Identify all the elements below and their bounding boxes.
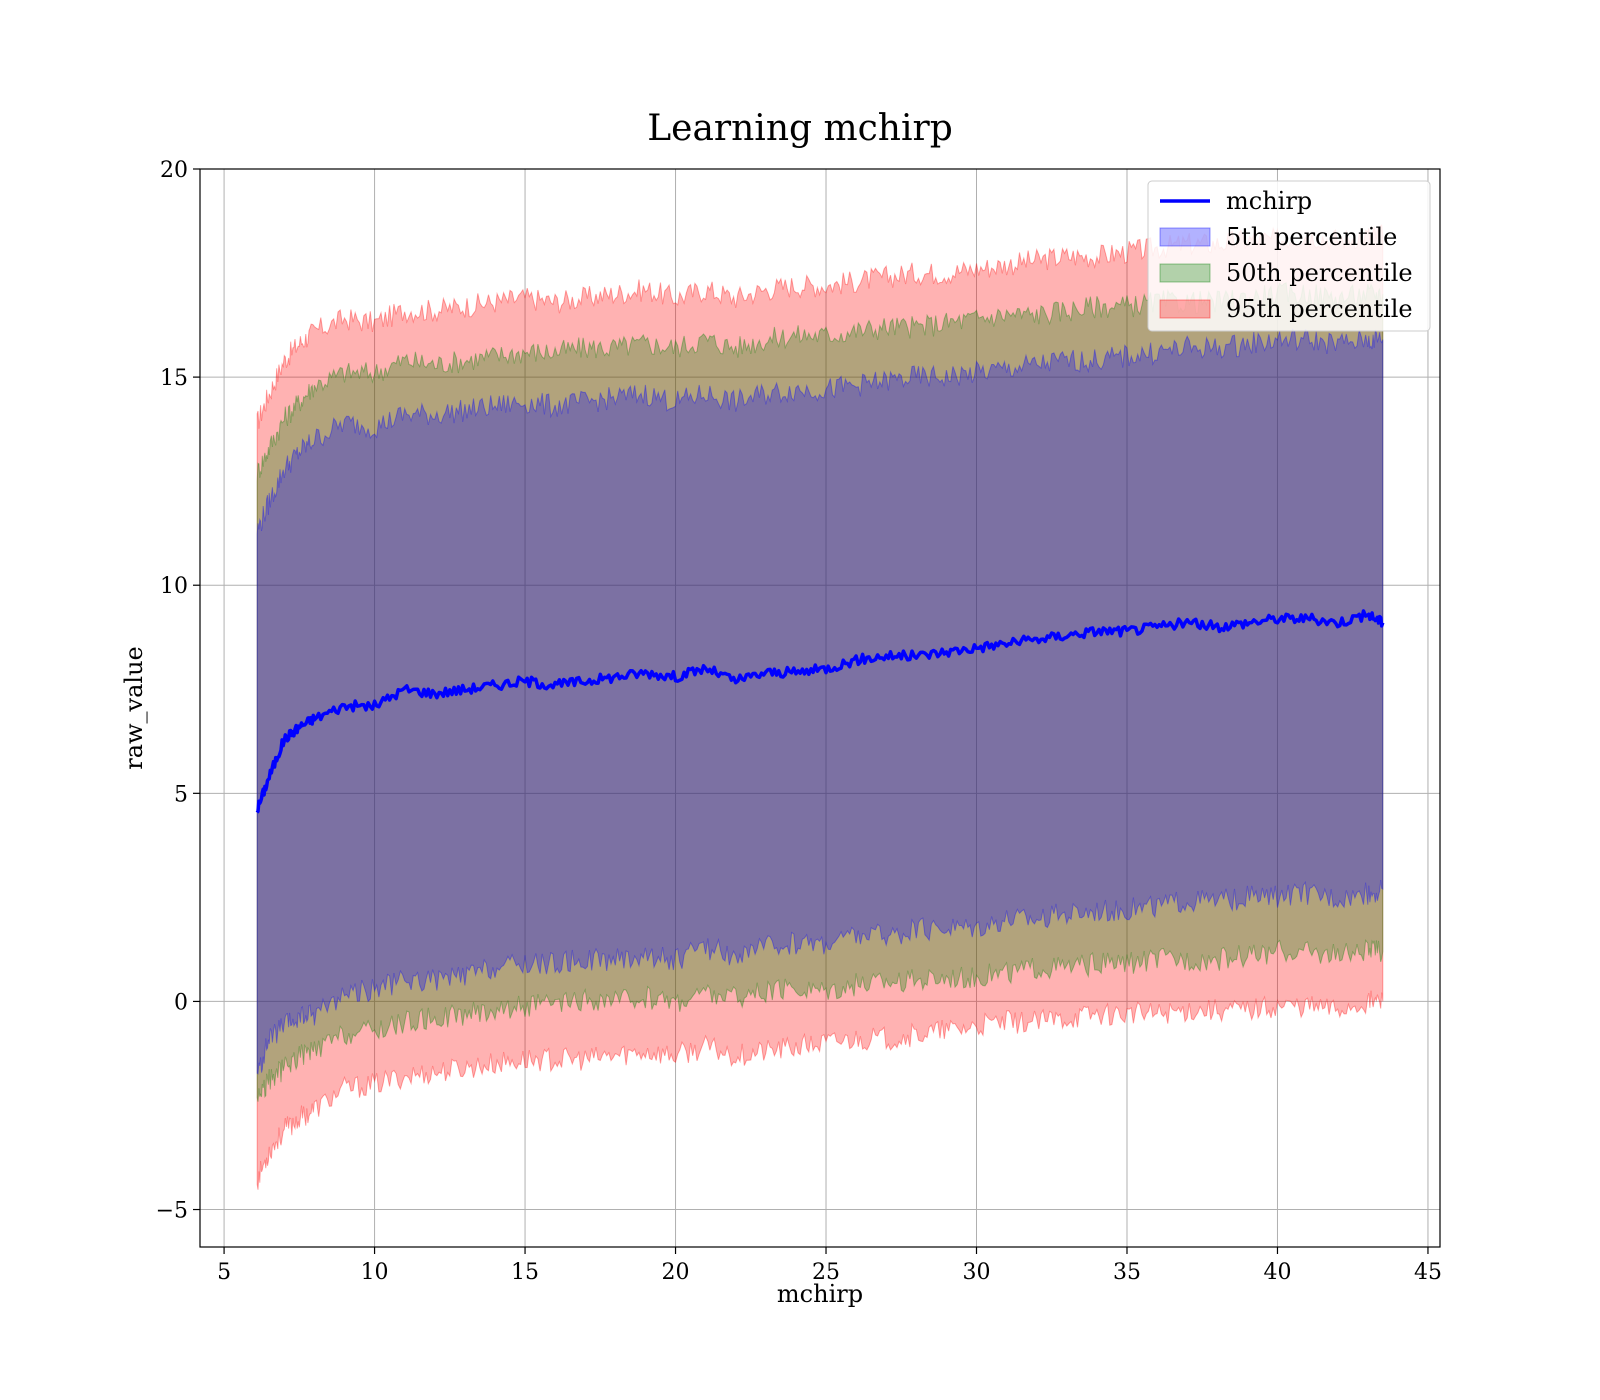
legend-swatch [1159, 299, 1211, 319]
y-tick-label: 20 [160, 158, 188, 183]
x-tick-label: 10 [361, 1260, 389, 1285]
percentile-bands [256, 224, 1384, 1190]
legend-label: mchirp [1226, 187, 1312, 215]
y-tick-label: 5 [174, 782, 188, 807]
band-5th-percentile [256, 328, 1384, 1075]
x-tick-label: 25 [812, 1260, 840, 1285]
x-tick-label: 45 [1414, 1260, 1442, 1285]
x-tick-label: 20 [662, 1260, 690, 1285]
band-50th-percentile [256, 282, 1384, 1102]
y-axis-title: raw_value [120, 646, 148, 770]
y-tick-label: 10 [160, 574, 188, 599]
line-mchirp [255, 609, 1385, 814]
legend-swatch [1159, 227, 1211, 247]
y-tick-label: 15 [160, 366, 188, 391]
chart-title: Learning mchirp [647, 108, 953, 149]
legend-label: 50th percentile [1226, 259, 1413, 287]
legend: mchirp 5th percentile 50th percentile 95th … [1147, 180, 1431, 332]
x-tick-label: 40 [1263, 1260, 1291, 1285]
x-axis-title: mchirp [777, 1280, 863, 1308]
y-tick-label: −5 [156, 1199, 188, 1224]
axis-ticks: 5 10 15 20 25 30 35 40 45 −5 0 5 10 15 20 [156, 158, 1442, 1285]
x-tick-label: 35 [1113, 1260, 1141, 1285]
legend-swatch [1159, 263, 1211, 283]
y-tick-label: 0 [174, 990, 188, 1015]
band-95th-percentile [256, 224, 1384, 1190]
x-tick-label: 15 [511, 1260, 539, 1285]
legend-box [1147, 180, 1431, 332]
x-tick-label: 30 [963, 1260, 991, 1285]
plot-frame [199, 168, 1441, 1248]
series-lines [255, 609, 1385, 814]
legend-label: 95th percentile [1226, 295, 1413, 323]
x-tick-label: 5 [217, 1260, 231, 1285]
legend-label: 5th percentile [1226, 223, 1397, 251]
